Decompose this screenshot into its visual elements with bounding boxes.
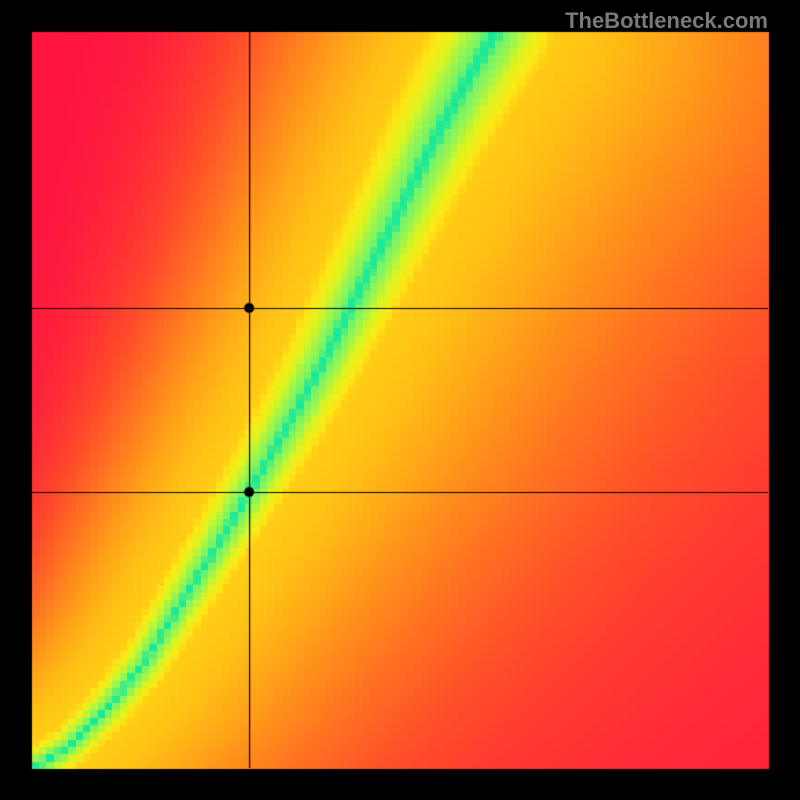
watermark-text: TheBottleneck.com bbox=[565, 8, 768, 34]
chart-container: TheBottleneck.com bbox=[0, 0, 800, 800]
bottleneck-heatmap bbox=[0, 0, 800, 800]
